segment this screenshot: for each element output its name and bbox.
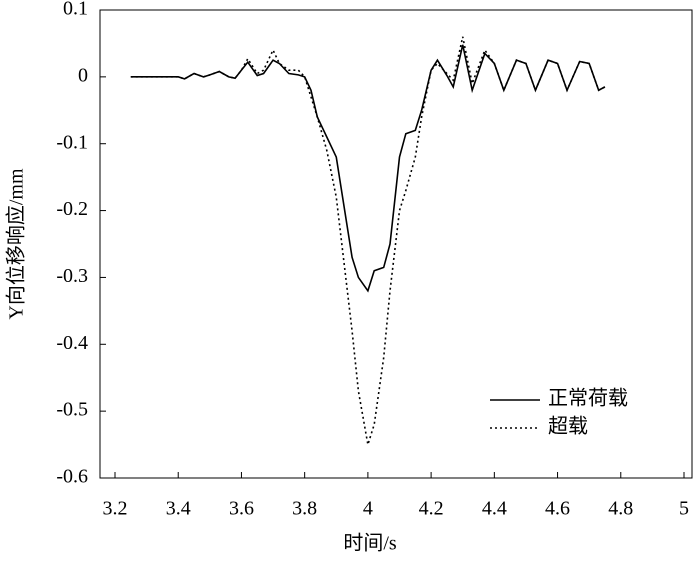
x-tick-label: 4.6 [545, 498, 570, 520]
plot-frame [99, 9, 693, 479]
x-tick-label: 4.4 [482, 498, 507, 520]
x-tick-label: 3.6 [229, 498, 254, 520]
y-tick-label: -0.3 [56, 265, 88, 287]
data-line [130, 44, 606, 293]
y-tick-label: 0.1 [63, 0, 88, 20]
x-tick-label: 3.4 [166, 498, 191, 520]
x-tick-label: 5 [679, 498, 689, 520]
y-tick-label: -0.2 [56, 198, 88, 220]
y-tick-label: -0.4 [56, 332, 88, 354]
y-tick-label: -0.1 [56, 131, 88, 153]
y-tick-label: -0.6 [56, 466, 88, 488]
y-axis-label: Y向位移响应/mm [5, 168, 28, 320]
y-tick-label: 0 [78, 64, 88, 86]
x-tick-label: 4.2 [419, 498, 444, 520]
x-tick-label: 3.8 [292, 498, 317, 520]
x-tick-label: 4 [363, 498, 373, 520]
x-tick-label: 3.2 [103, 498, 128, 520]
data-line [130, 36, 606, 445]
x-axis-label: 时间/s [343, 532, 397, 555]
legend-label: 正常荷载 [548, 387, 628, 410]
y-tick-label: -0.5 [56, 399, 88, 421]
x-tick-label: 4.8 [608, 498, 633, 520]
legend-label: 超载 [548, 415, 588, 438]
